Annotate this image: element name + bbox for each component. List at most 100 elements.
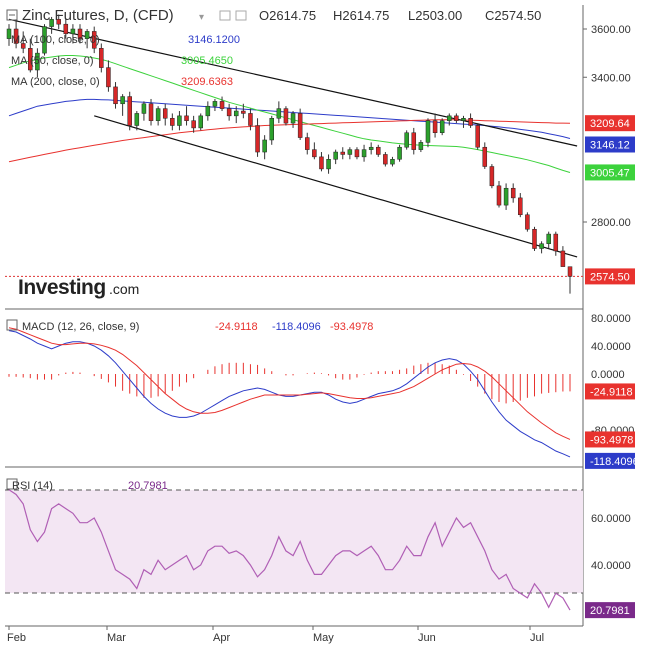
- candle: [539, 243, 544, 249]
- ma200-value: 3209.6363: [181, 76, 233, 88]
- ohlc-high: H2614.75: [333, 8, 389, 23]
- candle: [283, 108, 289, 124]
- candle: [553, 233, 559, 252]
- chart-title: Zinc Futures, D, (CFD): [22, 7, 174, 24]
- month-label: May: [313, 632, 334, 644]
- ma200-badge-text: 3209.64: [590, 118, 630, 130]
- macd-signal-line: [8, 327, 571, 440]
- collapse-icon[interactable]: [6, 9, 18, 21]
- macd-collapse-icon[interactable]: [6, 319, 18, 331]
- candle: [383, 154, 388, 165]
- candle: [255, 125, 260, 153]
- macd-value-1: -24.9118: [215, 321, 258, 333]
- price-tick-label: 2800.00: [591, 217, 631, 229]
- candle: [84, 31, 90, 39]
- logo-text: Investing: [18, 276, 106, 299]
- candle: [20, 43, 26, 49]
- ohlc-open: O2614.75: [259, 8, 316, 23]
- eye-icon[interactable]: [219, 10, 231, 21]
- rsi-value: 20.7981: [128, 480, 168, 492]
- candle: [411, 132, 417, 150]
- macd-tick-label: 80.0000: [591, 313, 631, 325]
- macd-layer: [8, 327, 571, 458]
- ohlc-close: C2574.50: [485, 8, 541, 23]
- price-panel: [5, 5, 583, 307]
- candle: [454, 115, 459, 121]
- macd-line: [8, 330, 571, 458]
- channel-lower-line: [94, 115, 578, 258]
- price-layer: [5, 14, 583, 294]
- candle: [262, 139, 267, 153]
- candle: [439, 120, 445, 133]
- indicator-legend: MA (100, close, 0) 3146.1200 MA (50, clo…: [11, 34, 240, 88]
- rsi-legend: RSI (14) 20.7981: [6, 478, 168, 492]
- ma100-value: 3146.1200: [188, 34, 240, 46]
- candle: [191, 120, 196, 129]
- candle: [155, 108, 161, 121]
- candle: [567, 266, 573, 277]
- candle: [28, 48, 33, 71]
- candle: [354, 149, 360, 158]
- rsi-badge: [585, 602, 635, 619]
- candle: [333, 151, 338, 160]
- candle: [49, 19, 54, 27]
- candle: [177, 115, 182, 126]
- month-label: Jul: [530, 632, 544, 644]
- candle: [447, 115, 452, 121]
- candle: [560, 250, 566, 267]
- macd-tick-label: 40.0000: [591, 341, 631, 353]
- macd-hist-badge-text: -24.9118: [590, 386, 633, 398]
- macd-label: MACD (12, 26, close, 9): [22, 321, 139, 333]
- rsi-line: [8, 489, 571, 611]
- macd-value-2: -118.4096: [272, 321, 321, 333]
- candle: [6, 28, 12, 39]
- candle: [461, 118, 466, 121]
- candle: [134, 113, 140, 126]
- candle: [326, 159, 331, 170]
- month-label: Feb: [7, 632, 26, 644]
- settings-icon[interactable]: [235, 10, 247, 21]
- candle: [56, 19, 61, 25]
- candle: [525, 214, 530, 230]
- axis-layer: 3600.00 3400.00 2800.00 80.0000 40.0000 0.000…: [7, 24, 634, 644]
- panel-frames: [5, 5, 584, 627]
- chart-header: Zinc Futures, D, (CFD) ▾ O2614.75 H2614.…: [6, 7, 541, 24]
- channel-upper-line: [8, 18, 578, 147]
- rsi-tick-label: 60.0000: [591, 513, 631, 525]
- ma50-badge-text: 3005.47: [590, 167, 630, 179]
- ma200-line: [8, 119, 571, 163]
- candle: [376, 146, 381, 155]
- candle: [70, 28, 76, 35]
- macd-tick-label: 0.0000: [591, 369, 625, 381]
- macd-signal-badge: [585, 431, 635, 448]
- candle: [127, 96, 132, 126]
- rsi-badge-text: 20.7981: [590, 605, 630, 617]
- rsi-band: [5, 490, 583, 593]
- rsi-layer: [8, 489, 571, 611]
- rsi-collapse-icon[interactable]: [6, 478, 18, 490]
- candle: [205, 105, 211, 117]
- candle: [269, 118, 274, 141]
- candle: [489, 166, 495, 187]
- ma100-line: [8, 98, 571, 139]
- candle: [198, 115, 203, 129]
- candle: [532, 228, 537, 249]
- candle: [42, 26, 47, 54]
- rsi-label: RSI (14): [12, 480, 53, 492]
- candle: [77, 28, 83, 39]
- candle: [390, 159, 395, 165]
- candle: [475, 125, 480, 148]
- candle: [297, 113, 303, 138]
- candle: [248, 113, 253, 126]
- candle: [162, 108, 168, 119]
- month-label: Apr: [213, 632, 230, 644]
- candle: [233, 110, 239, 117]
- ma50-label: MA (50, close, 0): [11, 55, 94, 67]
- candle: [347, 149, 353, 155]
- macd-line-badge-text: -118.4096: [590, 456, 639, 468]
- title-menu-icon[interactable]: ▾: [199, 12, 204, 23]
- month-label: Jun: [418, 632, 436, 644]
- price-tick-label: 3400.00: [591, 72, 631, 84]
- ohlc-low: L2503.00: [408, 8, 462, 23]
